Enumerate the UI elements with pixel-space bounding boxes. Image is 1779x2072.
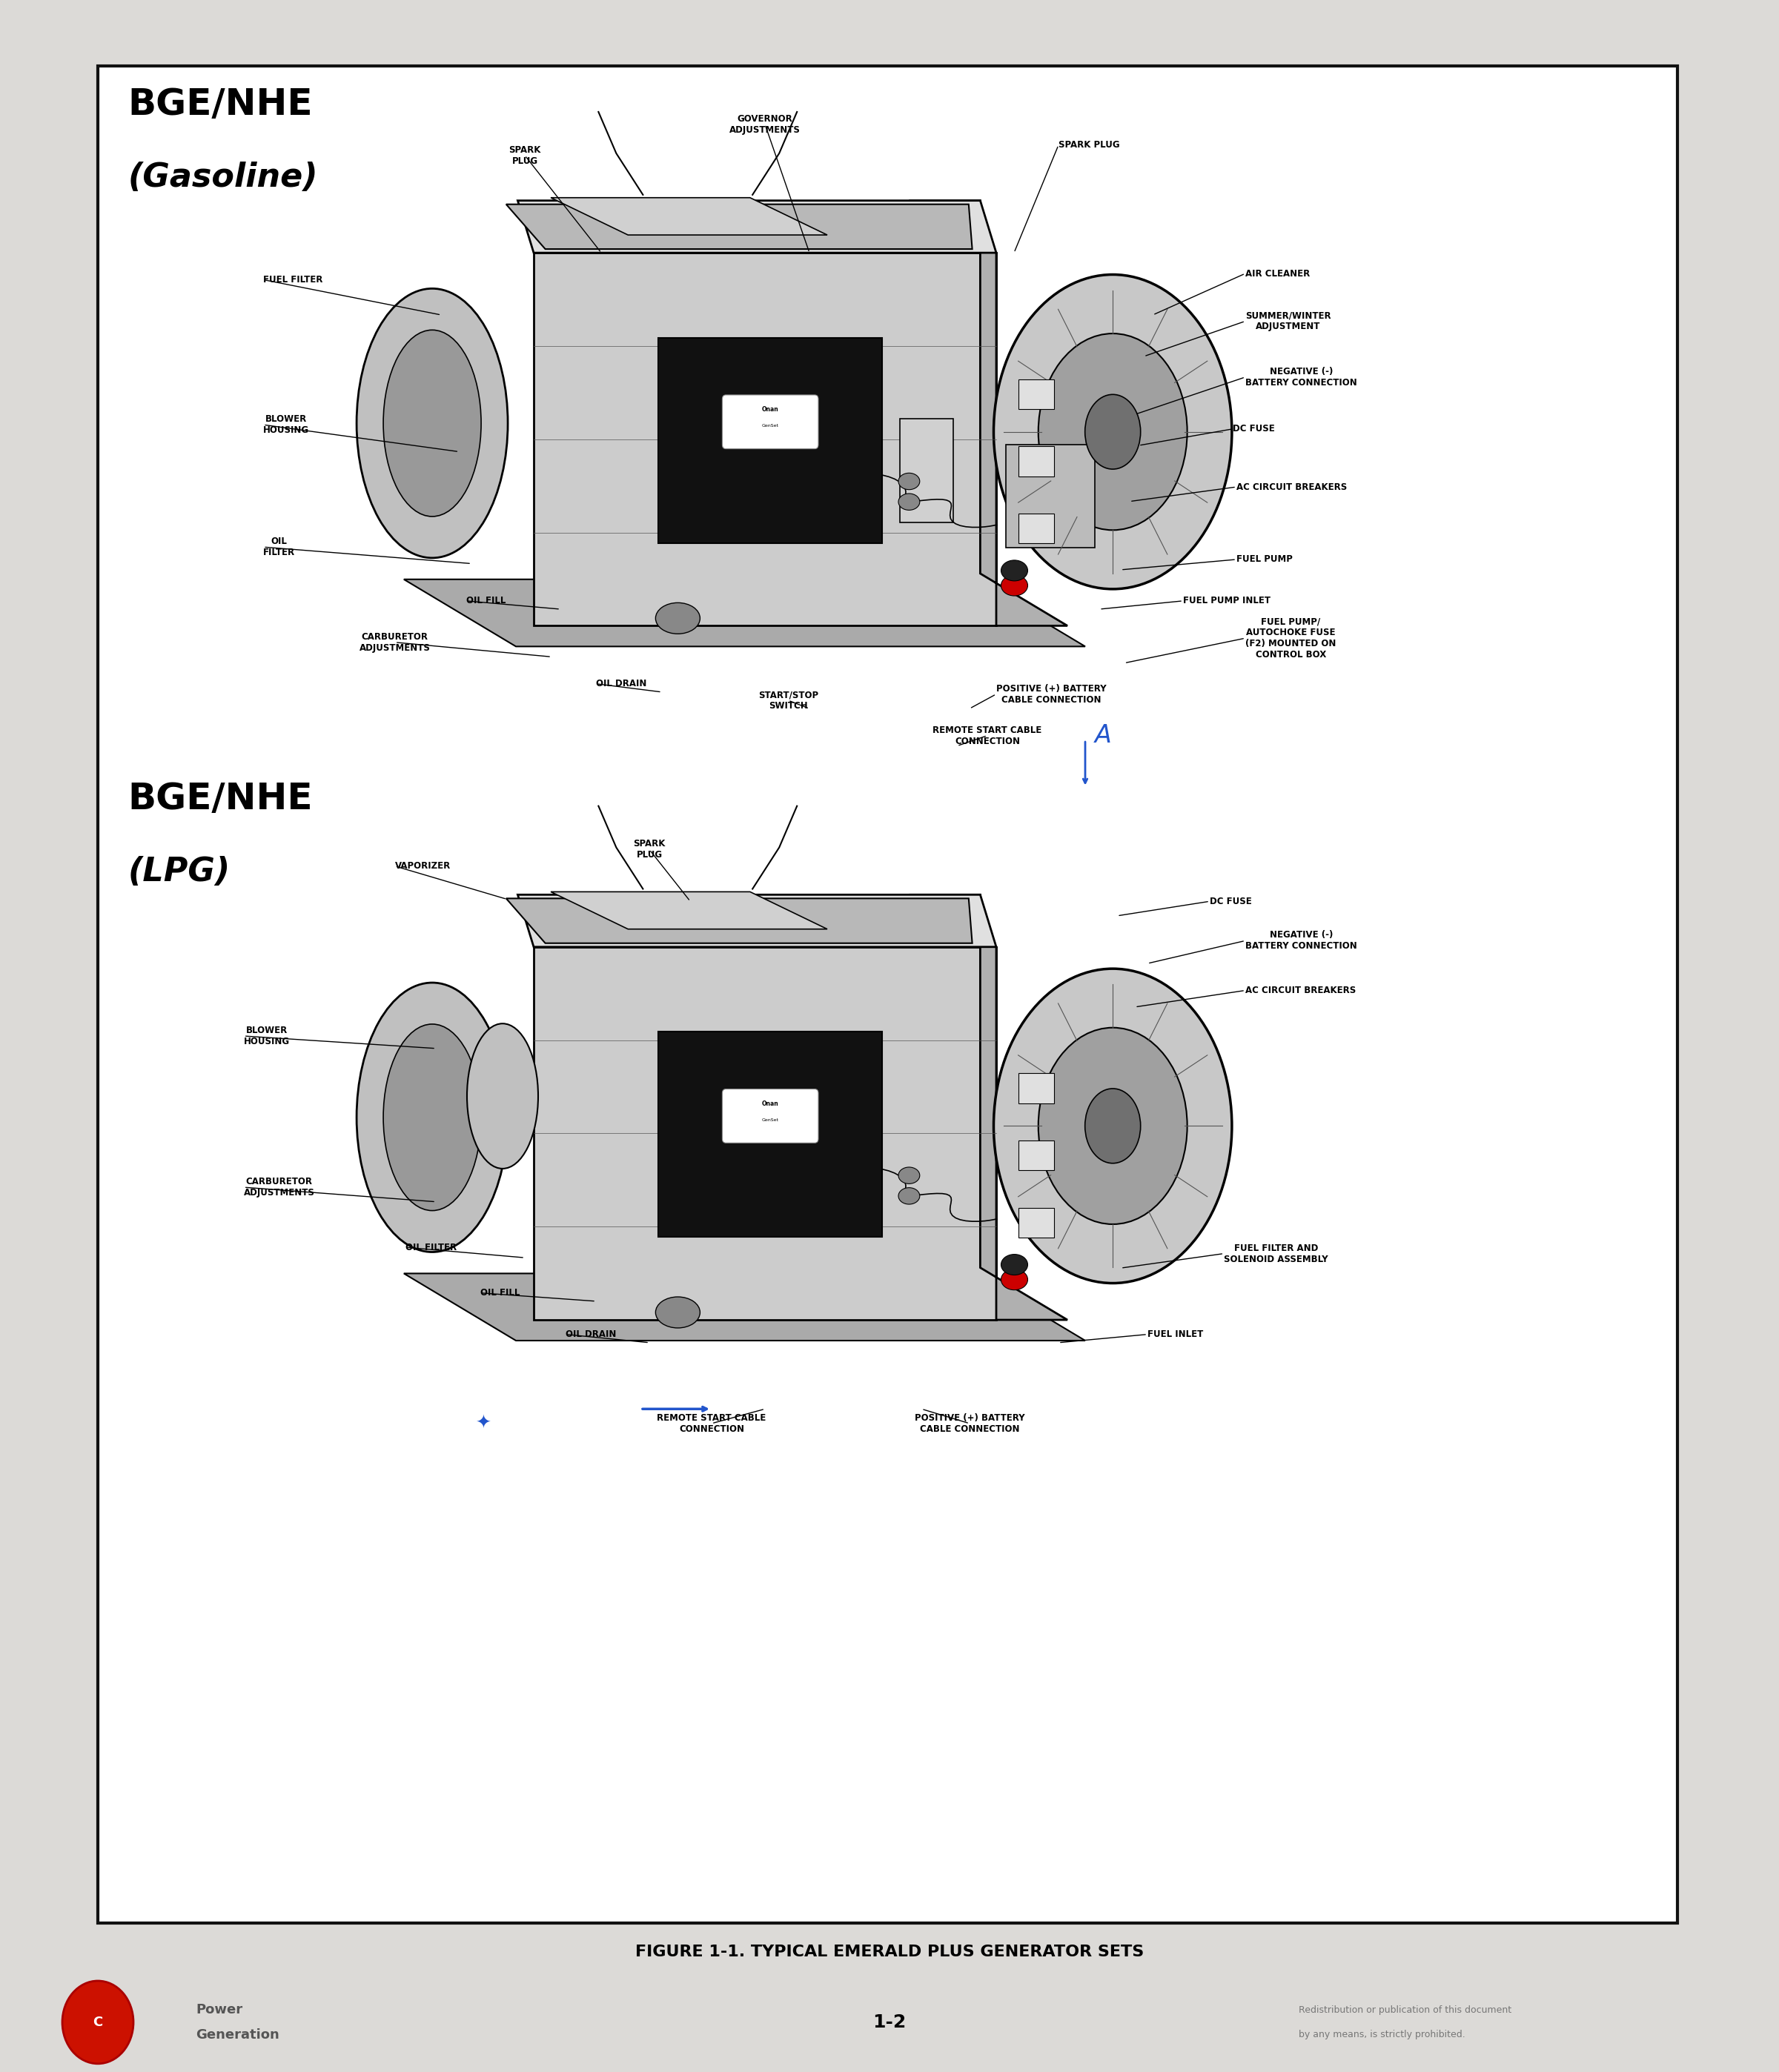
Text: DC FUSE: DC FUSE (1210, 897, 1252, 905)
Text: NEGATIVE (-)
BATTERY CONNECTION: NEGATIVE (-) BATTERY CONNECTION (1245, 930, 1357, 951)
Text: A: A (1094, 723, 1112, 748)
Ellipse shape (898, 1187, 920, 1204)
Text: BGE/NHE: BGE/NHE (128, 781, 313, 816)
Text: START/STOP
SWITCH: START/STOP SWITCH (758, 690, 818, 711)
Polygon shape (900, 419, 954, 522)
Text: Onan: Onan (761, 406, 779, 412)
Text: POSITIVE (+) BATTERY
CABLE CONNECTION: POSITIVE (+) BATTERY CABLE CONNECTION (914, 1413, 1025, 1434)
Ellipse shape (898, 493, 920, 510)
Text: Power: Power (196, 2004, 242, 2016)
Ellipse shape (1085, 394, 1140, 468)
Text: REMOTE START CABLE
CONNECTION: REMOTE START CABLE CONNECTION (932, 725, 1042, 746)
Text: FUEL FILTER AND
SOLENOID ASSEMBLY: FUEL FILTER AND SOLENOID ASSEMBLY (1224, 1243, 1329, 1264)
Polygon shape (658, 1032, 882, 1237)
Text: SUMMER/WINTER
ADJUSTMENT: SUMMER/WINTER ADJUSTMENT (1245, 311, 1331, 332)
Text: Generation: Generation (196, 2028, 279, 2041)
Text: NEGATIVE (-)
BATTERY CONNECTION: NEGATIVE (-) BATTERY CONNECTION (1245, 367, 1357, 387)
Polygon shape (658, 338, 882, 543)
Text: OIL
FILTER: OIL FILTER (263, 537, 295, 557)
Text: FUEL PUMP: FUEL PUMP (1236, 555, 1293, 564)
FancyBboxPatch shape (722, 396, 818, 450)
Polygon shape (534, 253, 996, 626)
Text: CARBURETOR
ADJUSTMENTS: CARBURETOR ADJUSTMENTS (244, 1177, 315, 1198)
Bar (98, 66, 1678, 1923)
Polygon shape (1019, 514, 1055, 543)
Text: BGE/NHE: BGE/NHE (128, 87, 313, 122)
Text: GenSet: GenSet (761, 425, 779, 427)
Text: OIL FILL: OIL FILL (480, 1289, 519, 1297)
Polygon shape (1019, 445, 1055, 477)
Text: FIGURE 1-1. TYPICAL EMERALD PLUS GENERATOR SETS: FIGURE 1-1. TYPICAL EMERALD PLUS GENERAT… (635, 1944, 1144, 1960)
Text: (LPG): (LPG) (128, 856, 231, 887)
Text: by any means, is strictly prohibited.: by any means, is strictly prohibited. (1299, 2031, 1466, 2039)
Polygon shape (518, 895, 996, 947)
Text: OIL DRAIN: OIL DRAIN (566, 1330, 616, 1339)
Text: VAPORIZER: VAPORIZER (395, 862, 450, 870)
Polygon shape (909, 201, 1067, 626)
Text: Redistribution or publication of this document: Redistribution or publication of this do… (1299, 2006, 1512, 2014)
Text: GOVERNOR
ADJUSTMENTS: GOVERNOR ADJUSTMENTS (729, 114, 801, 135)
Polygon shape (505, 205, 973, 249)
Text: 1-2: 1-2 (873, 2014, 906, 2031)
Ellipse shape (382, 329, 480, 516)
Text: BLOWER
HOUSING: BLOWER HOUSING (263, 414, 310, 435)
Polygon shape (404, 580, 1085, 646)
Polygon shape (505, 899, 973, 943)
Text: GenSet: GenSet (761, 1119, 779, 1121)
Polygon shape (1019, 1073, 1055, 1102)
Polygon shape (1019, 1208, 1055, 1237)
Polygon shape (1005, 443, 1094, 547)
Text: AC CIRCUIT BREAKERS: AC CIRCUIT BREAKERS (1245, 986, 1356, 995)
Ellipse shape (898, 1167, 920, 1183)
Ellipse shape (655, 603, 701, 634)
Text: ✦: ✦ (477, 1415, 491, 1432)
Ellipse shape (1039, 1028, 1187, 1225)
Ellipse shape (994, 970, 1231, 1283)
Ellipse shape (1002, 1270, 1028, 1291)
Ellipse shape (655, 1297, 701, 1328)
Ellipse shape (1002, 559, 1028, 580)
FancyBboxPatch shape (722, 1090, 818, 1144)
Text: (Gasoline): (Gasoline) (128, 162, 318, 193)
Ellipse shape (994, 276, 1231, 588)
Text: CARBURETOR
ADJUSTMENTS: CARBURETOR ADJUSTMENTS (359, 632, 431, 653)
Ellipse shape (1002, 1254, 1028, 1274)
Text: FUEL PUMP INLET: FUEL PUMP INLET (1183, 597, 1270, 605)
Polygon shape (534, 947, 996, 1320)
Polygon shape (909, 895, 1067, 1320)
Polygon shape (1019, 1140, 1055, 1171)
Text: Onan: Onan (761, 1100, 779, 1106)
Text: POSITIVE (+) BATTERY
CABLE CONNECTION: POSITIVE (+) BATTERY CABLE CONNECTION (996, 684, 1107, 704)
Text: SPARK
PLUG: SPARK PLUG (509, 145, 541, 166)
Ellipse shape (382, 1024, 480, 1210)
Text: OIL FILL: OIL FILL (466, 597, 505, 605)
Text: REMOTE START CABLE
CONNECTION: REMOTE START CABLE CONNECTION (656, 1413, 767, 1434)
Ellipse shape (466, 1024, 537, 1169)
Polygon shape (551, 197, 827, 234)
Ellipse shape (1085, 1088, 1140, 1162)
Polygon shape (551, 891, 827, 928)
Text: OIL FILTER: OIL FILTER (406, 1243, 457, 1251)
Text: SPARK
PLUG: SPARK PLUG (633, 839, 665, 860)
Text: C: C (93, 2016, 103, 2028)
Polygon shape (518, 201, 996, 253)
Polygon shape (1019, 379, 1055, 408)
Text: FUEL PUMP/
AUTOCHOKE FUSE
(F2) MOUNTED ON
CONTROL BOX: FUEL PUMP/ AUTOCHOKE FUSE (F2) MOUNTED O… (1245, 617, 1336, 659)
Text: AC CIRCUIT BREAKERS: AC CIRCUIT BREAKERS (1236, 483, 1347, 491)
Ellipse shape (1039, 334, 1187, 530)
Circle shape (62, 1981, 133, 2064)
Ellipse shape (898, 472, 920, 489)
Text: SPARK PLUG: SPARK PLUG (1059, 141, 1119, 149)
Text: DC FUSE: DC FUSE (1233, 425, 1276, 433)
Text: FUEL FILTER: FUEL FILTER (263, 276, 322, 284)
Ellipse shape (356, 982, 507, 1251)
Polygon shape (404, 1274, 1085, 1341)
Text: AIR CLEANER: AIR CLEANER (1245, 269, 1309, 278)
Ellipse shape (356, 288, 507, 557)
Text: BLOWER
HOUSING: BLOWER HOUSING (244, 1026, 290, 1046)
Text: OIL DRAIN: OIL DRAIN (596, 680, 646, 688)
Text: FUEL INLET: FUEL INLET (1147, 1330, 1203, 1339)
Ellipse shape (1002, 576, 1028, 597)
